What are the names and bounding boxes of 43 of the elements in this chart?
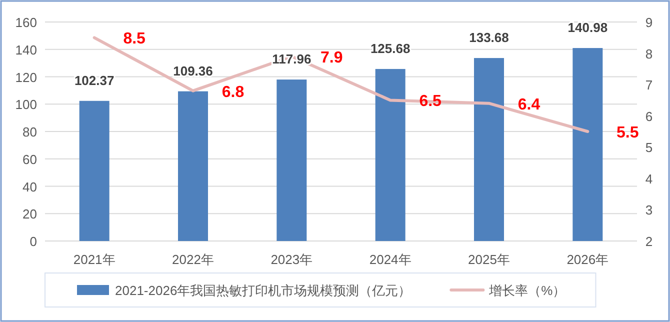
y-tick-label: 60 [22, 152, 37, 167]
y2-tick-label: 7 [645, 78, 653, 93]
y2-tick-label: 9 [645, 15, 653, 30]
data-label: 117.96 [272, 52, 312, 67]
y-tick-label: 160 [15, 15, 37, 30]
bar [276, 80, 307, 241]
y-tick-label: 80 [22, 124, 37, 140]
data-label: 133.68 [469, 30, 509, 46]
y-tick-label: 20 [22, 206, 37, 222]
bar [178, 91, 208, 241]
x-tick-label: 2024年 [369, 252, 412, 267]
y2-tick-label: 5 [645, 140, 653, 156]
y-tick-label: 120 [15, 70, 37, 85]
data-label: 109.36 [173, 63, 213, 78]
x-tick-label: 2022年 [172, 252, 214, 267]
y-tick-label: 0 [30, 234, 37, 249]
x-tick-label: 2023年 [270, 252, 313, 267]
y-tick-label: 140 [15, 42, 37, 58]
bar [375, 68, 406, 241]
x-tick-label: 2025年 [468, 252, 510, 267]
bar [79, 100, 110, 241]
x-tick-label: 2026年 [566, 252, 609, 267]
legend-label: 增长率（%） [488, 283, 566, 298]
data-label: 140.98 [568, 20, 608, 36]
y2-tick-label: 4 [645, 171, 653, 186]
data-label: 7.9 [320, 49, 343, 66]
data-label: 5.5 [616, 124, 639, 142]
legend-label: 2021-2026年我国热敏打印机市场规模预测（亿元） [115, 283, 412, 298]
data-label: 125.68 [370, 40, 410, 56]
y2-tick-label: 8 [645, 46, 653, 62]
y2-tick-label: 3 [645, 202, 653, 218]
data-label: 102.37 [74, 72, 114, 88]
y-tick-label: 100 [15, 97, 37, 112]
bar [474, 58, 504, 241]
data-label: 8.5 [123, 30, 146, 48]
data-label: 6.4 [518, 96, 540, 114]
y2-tick-label: 6 [645, 108, 653, 124]
data-label: 6.5 [419, 93, 442, 110]
bar [572, 48, 603, 241]
x-tick-label: 2021年 [73, 252, 116, 267]
y2-tick-label: 2 [645, 234, 653, 249]
y-tick-label: 40 [22, 179, 37, 194]
data-label: 6.8 [222, 84, 244, 101]
